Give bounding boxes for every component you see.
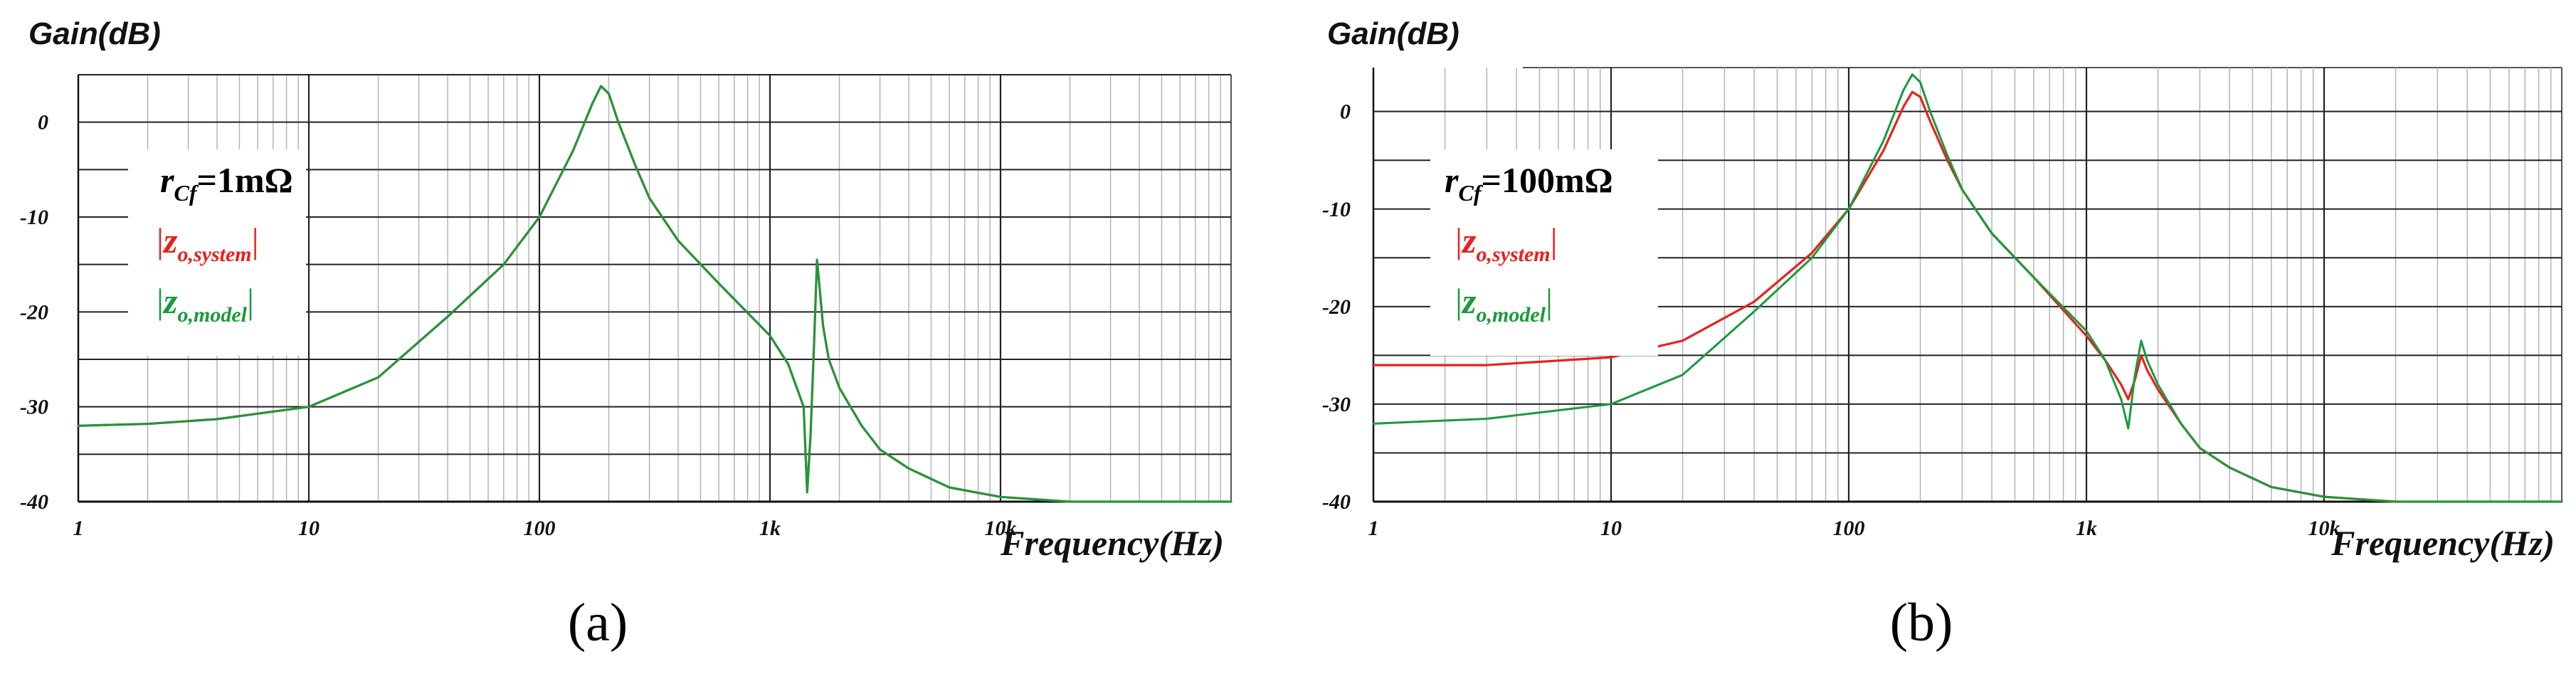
y-tick-label: -20 bbox=[20, 300, 48, 324]
legend-entry: |zo,model| bbox=[157, 281, 254, 327]
param-subscript: Cf bbox=[1458, 180, 1483, 206]
legend-bar-left: | bbox=[157, 281, 164, 321]
panel-b: 0 -10 -20 -30 -40 1 10 100 1k 10k Gain(dB) Frequenc… bbox=[1322, 16, 2563, 653]
x-tick-label: 10 bbox=[298, 517, 320, 540]
legend-background bbox=[1430, 149, 1658, 356]
y-tick-label: -10 bbox=[1322, 198, 1351, 221]
param-subscript: Cf bbox=[174, 180, 199, 206]
legend-symbol: z bbox=[1461, 221, 1477, 260]
x-tick-label: 10 bbox=[1600, 517, 1622, 540]
legend-subscript: o,system bbox=[1476, 243, 1550, 266]
x-tick-label: 10k bbox=[985, 517, 1017, 540]
legend-entry: |zo,model| bbox=[1455, 281, 1553, 327]
legend-bar-right: | bbox=[1546, 281, 1553, 321]
legend-symbol: z bbox=[162, 221, 178, 260]
parameter-annotation: rCf=100mΩ bbox=[1445, 160, 1613, 206]
legend-bar-right: | bbox=[252, 221, 259, 260]
x-tick-label: 100 bbox=[524, 517, 556, 540]
param-value: =1mΩ bbox=[196, 160, 292, 200]
x-tick-label: 1 bbox=[1368, 517, 1379, 540]
panel-a: 0 -10 -20 -30 -40 1 10 100 1k 10k Gain(dB) Frequenc… bbox=[20, 16, 1232, 653]
series-line-o-model bbox=[1372, 73, 2563, 503]
series-group bbox=[77, 85, 1232, 503]
series-group bbox=[1372, 73, 2563, 503]
panel-caption: (b) bbox=[1890, 593, 1953, 653]
legend-entry: |zo,system| bbox=[157, 221, 259, 266]
y-tick-label: 0 bbox=[1340, 100, 1351, 124]
legend-bar-left: | bbox=[1455, 281, 1462, 321]
legend-bar-right: | bbox=[247, 281, 254, 321]
grid bbox=[1373, 68, 2562, 502]
x-tick-label: 100 bbox=[1833, 517, 1865, 540]
param-symbol: r bbox=[160, 160, 174, 200]
y-tick-label: -30 bbox=[1322, 393, 1351, 416]
legend-symbol: z bbox=[1461, 281, 1477, 321]
legend-subscript: o,model bbox=[1476, 303, 1546, 327]
x-tick-label: 1k bbox=[2076, 517, 2097, 540]
legend-symbol: z bbox=[162, 281, 178, 321]
y-tick-label: -30 bbox=[20, 396, 48, 419]
panel-caption: (a) bbox=[568, 593, 628, 653]
y-axis-label: Gain(dB) bbox=[1327, 16, 1459, 51]
legend-background bbox=[128, 149, 306, 356]
y-tick-label: 0 bbox=[38, 111, 48, 134]
series-line-o-model bbox=[77, 85, 1232, 503]
y-axis-label: Gain(dB) bbox=[28, 16, 161, 51]
param-value: =100mΩ bbox=[1481, 160, 1612, 200]
y-tick-label: -40 bbox=[1322, 490, 1351, 514]
x-axis-label: Frequency(Hz) bbox=[2330, 523, 2555, 563]
grid bbox=[78, 74, 1231, 502]
x-tick-label: 1k bbox=[759, 517, 781, 540]
y-tick-label: -10 bbox=[20, 206, 48, 229]
legend-subscript: o,system bbox=[177, 243, 251, 266]
param-symbol: r bbox=[1445, 160, 1459, 200]
x-axis-label: Frequency(Hz) bbox=[1000, 523, 1224, 563]
legend-bar-left: | bbox=[157, 221, 164, 260]
y-tick-label: -20 bbox=[1322, 295, 1351, 319]
legend-entry: |zo,system| bbox=[1455, 221, 1558, 266]
legend-bar-left: | bbox=[1455, 221, 1462, 260]
x-tick-label: 1 bbox=[73, 517, 84, 540]
legend-subscript: o,model bbox=[177, 303, 247, 327]
parameter-annotation: rCf=1mΩ bbox=[160, 160, 293, 206]
legend-bar-right: | bbox=[1551, 221, 1558, 260]
y-tick-label: -40 bbox=[20, 490, 48, 514]
x-tick-label: 10k bbox=[2308, 517, 2340, 540]
